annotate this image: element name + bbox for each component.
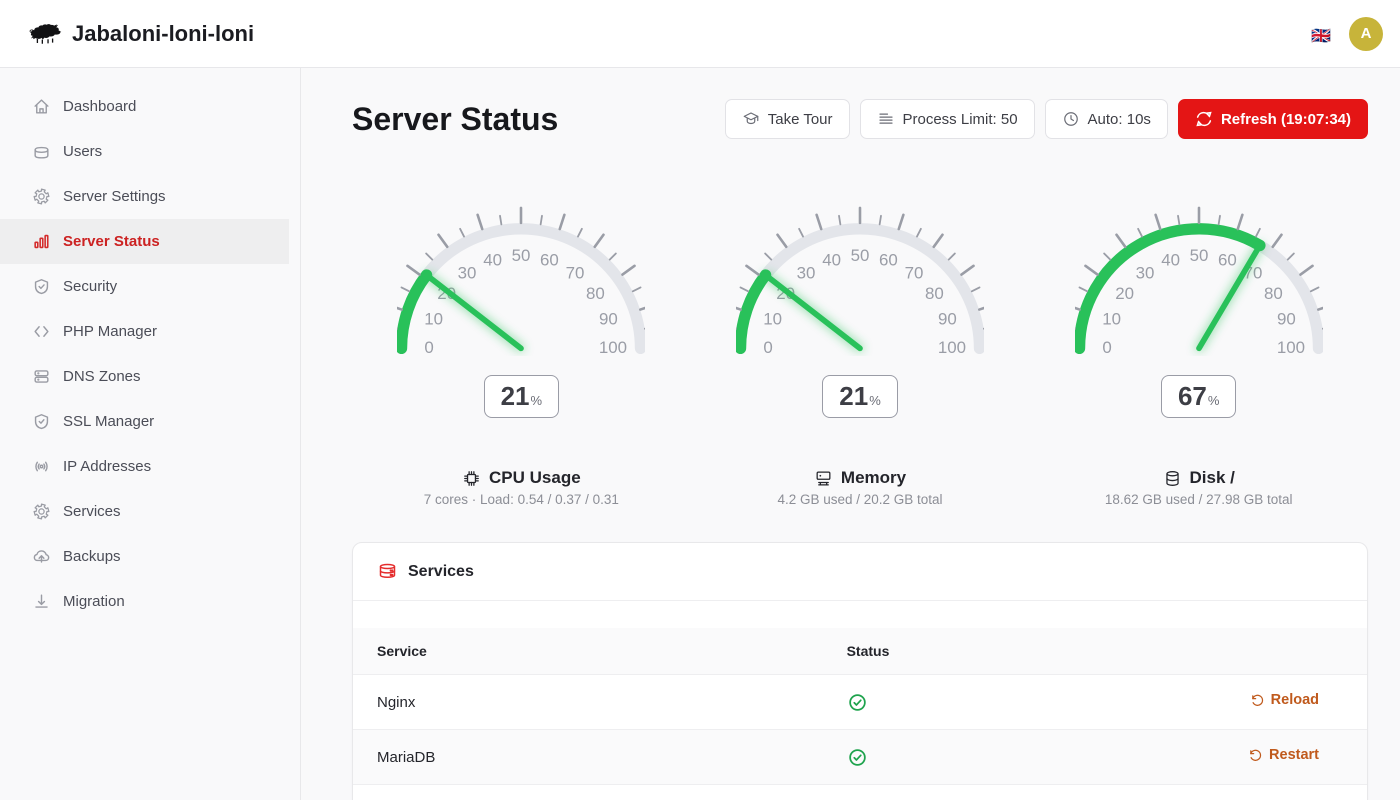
svg-text:50: 50 — [1189, 246, 1208, 265]
svg-text:60: 60 — [540, 250, 559, 269]
svg-text:80: 80 — [586, 284, 605, 303]
svg-text:0: 0 — [763, 338, 772, 356]
svg-text:40: 40 — [1161, 250, 1180, 269]
svg-text:0: 0 — [1102, 338, 1111, 356]
svg-text:10: 10 — [1102, 309, 1121, 328]
svg-text:100: 100 — [938, 338, 966, 356]
svg-text:60: 60 — [1218, 250, 1237, 269]
svg-text:30: 30 — [1135, 263, 1154, 282]
svg-text:60: 60 — [879, 250, 898, 269]
svg-text:30: 30 — [797, 263, 816, 282]
svg-text:90: 90 — [1277, 309, 1296, 328]
svg-text:20: 20 — [1115, 284, 1134, 303]
svg-text:90: 90 — [599, 309, 618, 328]
svg-text:40: 40 — [484, 250, 503, 269]
svg-text:100: 100 — [599, 338, 627, 356]
svg-text:40: 40 — [822, 250, 841, 269]
svg-text:50: 50 — [512, 246, 531, 265]
svg-text:30: 30 — [458, 263, 477, 282]
svg-text:80: 80 — [925, 284, 944, 303]
svg-text:80: 80 — [1264, 284, 1283, 303]
svg-text:100: 100 — [1276, 338, 1304, 356]
svg-text:50: 50 — [851, 246, 870, 265]
svg-text:0: 0 — [425, 338, 434, 356]
svg-text:70: 70 — [566, 263, 585, 282]
svg-text:70: 70 — [905, 263, 924, 282]
svg-text:90: 90 — [938, 309, 957, 328]
svg-text:10: 10 — [763, 309, 782, 328]
svg-text:10: 10 — [425, 309, 444, 328]
